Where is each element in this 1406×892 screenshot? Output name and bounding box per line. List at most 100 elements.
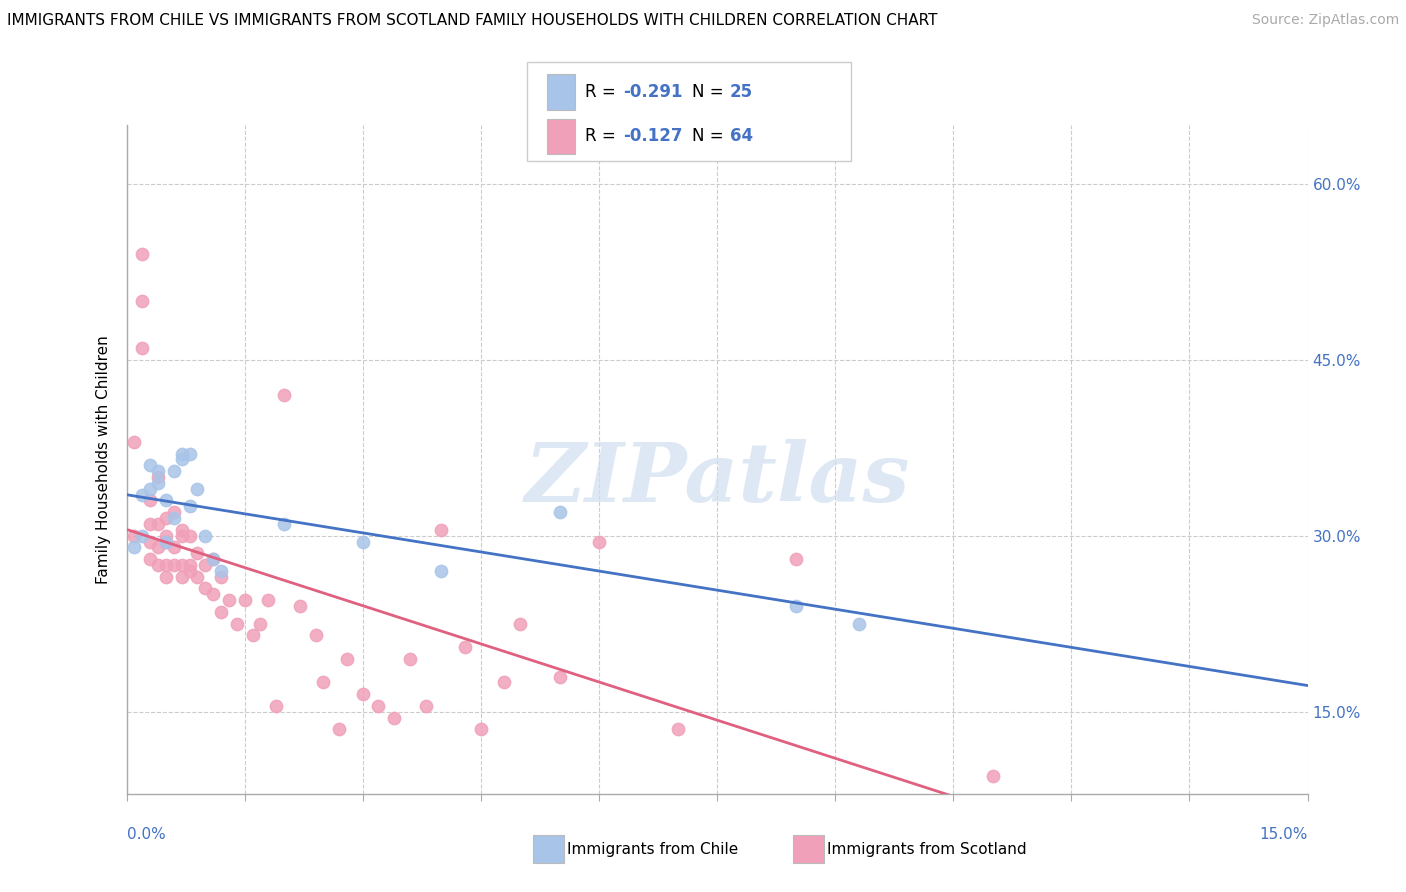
Point (785, 552, 807, 566)
Point (163, 464, 186, 478)
Point (146, 470, 169, 484)
Point (202, 552, 225, 566)
Point (509, 616, 531, 631)
Text: 15.0%: 15.0% (1260, 827, 1308, 841)
Text: Source: ZipAtlas.com: Source: ZipAtlas.com (1251, 13, 1399, 28)
Point (848, 616, 870, 631)
Point (163, 541, 186, 555)
Text: N =: N = (692, 83, 728, 101)
Point (242, 628, 264, 642)
Point (470, 723, 492, 737)
Point (273, 516, 295, 531)
Point (131, 487, 153, 501)
Point (454, 640, 477, 655)
Point (179, 558, 201, 572)
Point (304, 628, 326, 642)
Point (399, 652, 422, 666)
Point (146, 516, 169, 531)
Point (155, 534, 177, 549)
Point (139, 516, 162, 531)
Point (209, 605, 232, 619)
Point (202, 587, 225, 601)
Point (186, 546, 208, 560)
Point (170, 446, 193, 460)
Text: ZIPatlas: ZIPatlas (524, 440, 910, 519)
Point (131, 529, 153, 543)
Point (179, 500, 201, 514)
Point (194, 558, 217, 572)
Point (186, 482, 208, 496)
Point (139, 493, 162, 508)
Point (124, 541, 146, 555)
Point (382, 710, 405, 724)
Point (548, 669, 571, 683)
Point (233, 593, 256, 607)
Point (170, 570, 193, 584)
Point (131, 247, 153, 261)
Point (139, 534, 162, 549)
Point (202, 552, 225, 566)
Text: R =: R = (585, 83, 621, 101)
Point (146, 558, 169, 572)
Point (124, 434, 146, 449)
Point (139, 552, 162, 566)
Point (430, 523, 453, 537)
Point (139, 482, 162, 496)
Point (209, 564, 232, 578)
Point (785, 599, 807, 613)
Point (225, 616, 247, 631)
Text: -0.127: -0.127 (623, 128, 682, 145)
Point (170, 523, 193, 537)
Point (155, 558, 177, 572)
Point (139, 458, 162, 473)
Point (273, 388, 295, 402)
Point (146, 541, 169, 555)
Point (494, 675, 516, 690)
Text: N =: N = (692, 128, 728, 145)
Point (352, 534, 374, 549)
Point (666, 723, 689, 737)
Text: R =: R = (585, 128, 621, 145)
Point (186, 570, 208, 584)
Point (131, 341, 153, 355)
Point (146, 475, 169, 490)
Point (155, 493, 177, 508)
Text: 0.0%: 0.0% (127, 827, 166, 841)
Point (209, 570, 232, 584)
Point (328, 723, 350, 737)
Point (288, 599, 311, 613)
Y-axis label: Family Households with Children: Family Households with Children (96, 335, 111, 583)
Point (170, 558, 193, 572)
Text: -0.291: -0.291 (623, 83, 682, 101)
Point (548, 505, 571, 519)
Point (146, 464, 169, 478)
Point (312, 675, 335, 690)
Point (194, 529, 217, 543)
Point (179, 529, 201, 543)
Point (155, 511, 177, 525)
Point (336, 652, 359, 666)
Point (367, 698, 389, 713)
Point (264, 698, 287, 713)
Point (155, 534, 177, 549)
Point (155, 570, 177, 584)
Text: Immigrants from Scotland: Immigrants from Scotland (827, 842, 1026, 856)
Point (124, 529, 146, 543)
Point (415, 698, 437, 713)
Point (179, 446, 201, 460)
Point (163, 505, 186, 519)
Text: 25: 25 (730, 83, 752, 101)
Point (170, 452, 193, 467)
Point (131, 293, 153, 308)
Point (218, 593, 240, 607)
Point (155, 529, 177, 543)
Point (194, 582, 217, 596)
Point (430, 564, 453, 578)
Text: IMMIGRANTS FROM CHILE VS IMMIGRANTS FROM SCOTLAND FAMILY HOUSEHOLDS WITH CHILDRE: IMMIGRANTS FROM CHILE VS IMMIGRANTS FROM… (7, 13, 938, 29)
Point (163, 558, 186, 572)
Text: 64: 64 (730, 128, 752, 145)
Point (163, 511, 186, 525)
Text: Immigrants from Chile: Immigrants from Chile (567, 842, 738, 856)
Point (352, 687, 374, 701)
Point (257, 593, 280, 607)
